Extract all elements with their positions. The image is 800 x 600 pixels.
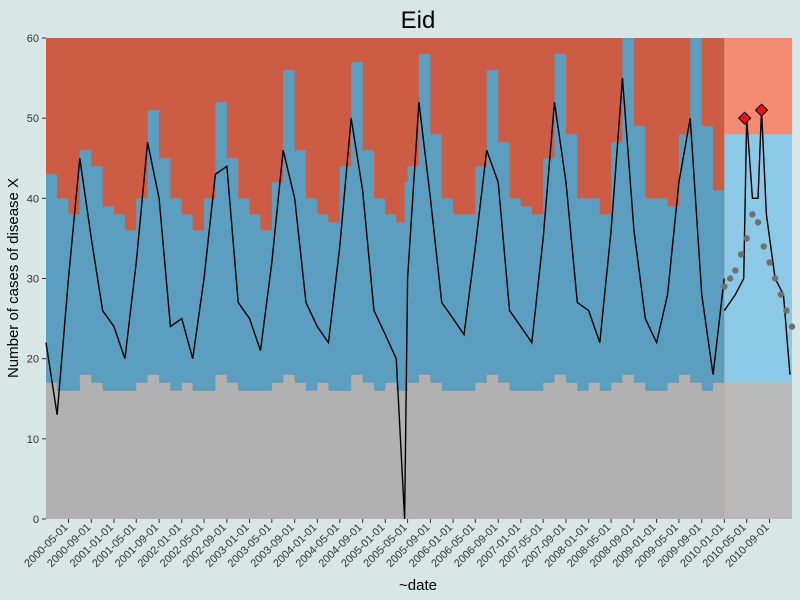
outbreak-marker	[737, 111, 752, 125]
band-layer	[46, 38, 792, 519]
y-tick-label: 60	[27, 33, 39, 45]
y-tick-label: 40	[27, 193, 39, 205]
forecast-point	[732, 267, 739, 274]
y-axis-label: Number of cases of disease X	[5, 178, 22, 378]
line-layer	[45, 78, 791, 520]
normal-region	[46, 38, 725, 391]
y-tick-label: 10	[27, 434, 39, 446]
x-axis-label: ~date	[399, 577, 437, 594]
forecast-below-region	[724, 382, 792, 519]
forecast-period-line	[723, 110, 791, 375]
chart-title: Eid	[401, 7, 436, 34]
forecast-point	[721, 283, 728, 290]
y-tick-label: 0	[33, 514, 39, 526]
observed-series-line	[45, 78, 725, 520]
y-tick-label: 30	[27, 274, 39, 286]
forecast-point	[788, 323, 796, 330]
forecast-point	[743, 235, 750, 242]
forecast-point	[737, 251, 745, 258]
forecast-normal-region	[724, 134, 792, 383]
forecast-point	[760, 243, 767, 250]
below-threshold-region	[46, 374, 725, 519]
point-layer	[721, 103, 796, 330]
forecast-point	[754, 219, 762, 226]
forecast-point	[771, 275, 779, 282]
forecast-point	[777, 291, 785, 298]
outbreak-marker	[754, 103, 769, 117]
y-tick-label: 20	[27, 354, 39, 366]
forecast-point	[783, 307, 790, 314]
forecast-point	[749, 211, 756, 218]
y-tick-label: 50	[27, 113, 39, 125]
forecast-point	[726, 275, 734, 282]
forecast-point	[766, 259, 773, 266]
